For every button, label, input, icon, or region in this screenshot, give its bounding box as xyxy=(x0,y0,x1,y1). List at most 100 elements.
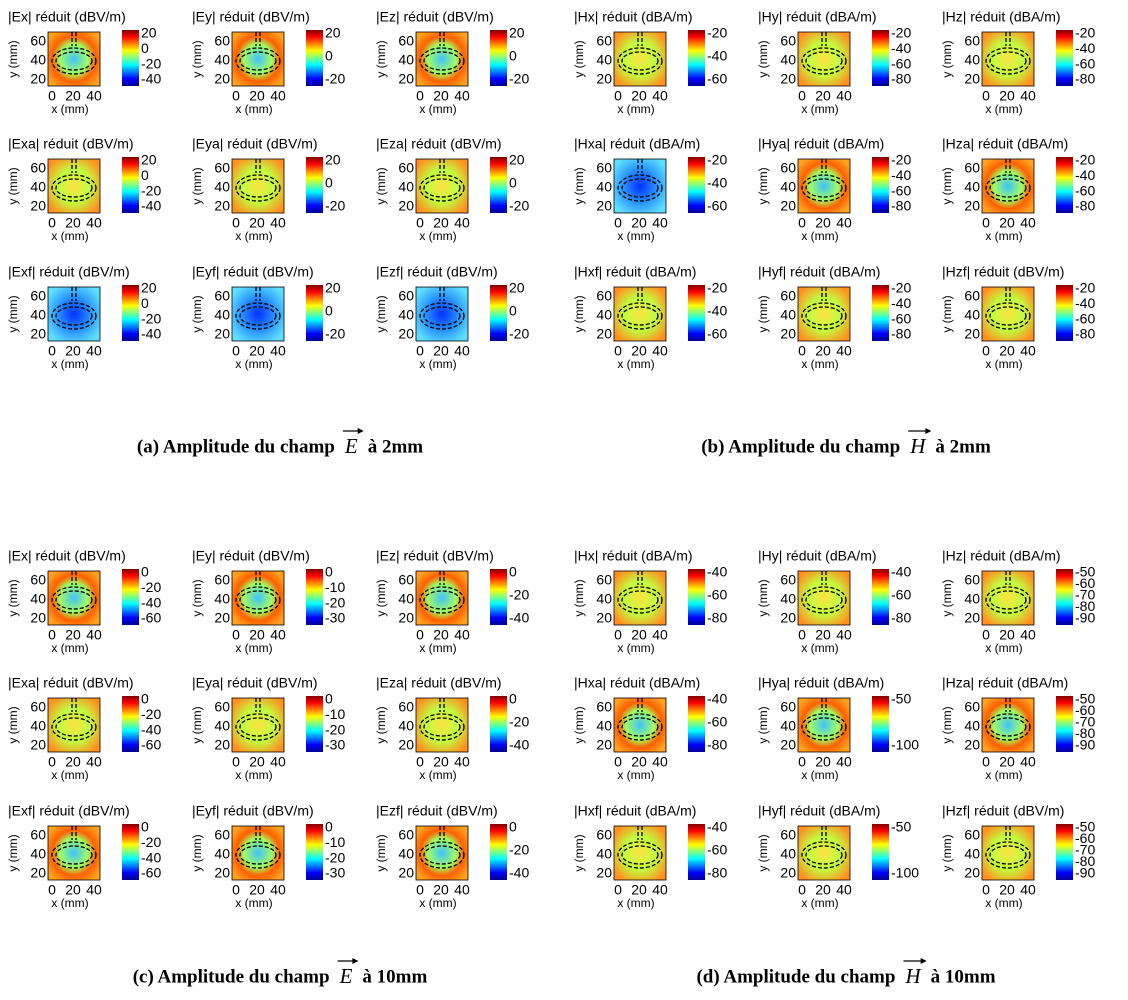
y-tick-label: 40 xyxy=(964,718,980,734)
x-tick-label: 40 xyxy=(454,88,470,104)
colorbar-tick-label: -20 xyxy=(1075,152,1095,168)
x-tick-label: 20 xyxy=(815,754,831,770)
x-tick-label: 0 xyxy=(982,627,990,643)
antenna-outline xyxy=(805,178,843,198)
colorbar xyxy=(688,569,705,625)
colorbar-tick-label: -80 xyxy=(1075,725,1095,741)
colorbar-tick-label: -20 xyxy=(509,326,529,342)
colorbar-tick-label: 0 xyxy=(509,303,517,319)
panel-title: |Hzf| réduit (dBV/m) xyxy=(942,803,1064,819)
antenna-outline xyxy=(621,178,659,198)
x-axis-label: x (mm) xyxy=(235,102,272,116)
x-tick-label: 20 xyxy=(631,882,647,898)
x-tick-label: 20 xyxy=(999,88,1015,104)
colorbar-tick-label: -70 xyxy=(1075,587,1095,603)
plot-frame xyxy=(981,825,1035,881)
y-axis-label: y (mm) xyxy=(6,579,20,616)
colorbar xyxy=(872,569,889,625)
plot-frame xyxy=(613,158,667,214)
plot-frame xyxy=(231,158,285,214)
y-axis-label: y (mm) xyxy=(374,834,388,871)
y-tick-label: 20 xyxy=(780,610,796,626)
colorbar-tick-label: -80 xyxy=(891,198,911,214)
x-tick-label: 20 xyxy=(65,88,81,104)
x-tick-label: 40 xyxy=(1020,882,1036,898)
antenna-outline xyxy=(235,174,281,202)
y-axis-label: y (mm) xyxy=(374,579,388,616)
plot-frame xyxy=(613,570,667,626)
x-tick-label: 20 xyxy=(815,88,831,104)
colorbar xyxy=(122,696,139,752)
plot-frame xyxy=(415,570,469,626)
y-tick-label: 20 xyxy=(30,865,46,881)
y-tick-label: 20 xyxy=(596,610,612,626)
colorbar xyxy=(688,285,705,341)
y-axis-label: y (mm) xyxy=(756,295,770,332)
x-tick-label: 0 xyxy=(232,215,240,231)
x-tick-label: 0 xyxy=(614,88,622,104)
caption-vector: H xyxy=(904,964,922,988)
panel-title: |Eya| réduit (dBV/m) xyxy=(192,136,318,152)
y-axis-label: y (mm) xyxy=(940,295,954,332)
x-tick-label: 20 xyxy=(65,882,81,898)
colorbar-tick-label: -80 xyxy=(707,865,727,881)
antenna-outline xyxy=(55,590,93,610)
colorbar xyxy=(872,696,889,752)
x-tick-label: 40 xyxy=(270,754,286,770)
x-axis-label: x (mm) xyxy=(801,357,838,371)
x-axis-label: x (mm) xyxy=(419,641,456,655)
y-tick-label: 20 xyxy=(214,198,230,214)
colorbar-tick-label: -60 xyxy=(1075,310,1095,326)
y-tick-label: 60 xyxy=(30,160,46,176)
x-tick-label: 40 xyxy=(1020,215,1036,231)
vector-arrowhead xyxy=(357,428,364,434)
antenna-outline xyxy=(989,717,1027,737)
colorbar-tick-label: -80 xyxy=(1075,71,1095,87)
colorbar-tick-label: -10 xyxy=(325,579,345,595)
colorbar-tick-label: -40 xyxy=(141,326,161,342)
y-tick-label: 60 xyxy=(964,827,980,843)
y-tick-label: 20 xyxy=(596,71,612,87)
caption: (b) Amplitude du champ xyxy=(701,436,900,457)
antenna-outline xyxy=(419,302,465,330)
x-tick-label: 0 xyxy=(798,215,806,231)
y-axis-label: y (mm) xyxy=(6,295,20,332)
y-tick-label: 20 xyxy=(780,198,796,214)
y-tick-label: 40 xyxy=(214,179,230,195)
x-axis-label: x (mm) xyxy=(51,641,88,655)
x-tick-label: 0 xyxy=(48,215,56,231)
colorbar-tick-label: -40 xyxy=(891,40,911,56)
antenna-outline xyxy=(239,717,277,737)
colorbar-tick-label: -40 xyxy=(707,691,727,707)
antenna-outline xyxy=(239,845,277,865)
colorbar-tick-label: 20 xyxy=(141,25,157,41)
x-tick-label: 0 xyxy=(232,627,240,643)
plot-frame xyxy=(47,286,101,342)
x-axis-label: x (mm) xyxy=(617,768,654,782)
panel-title: |Ez| réduit (dBV/m) xyxy=(376,548,494,564)
colorbar-tick-label: -20 xyxy=(707,152,727,168)
antenna-outline xyxy=(621,51,659,71)
y-axis-label: y (mm) xyxy=(572,167,586,204)
antenna-outline xyxy=(985,713,1031,741)
x-tick-label: 20 xyxy=(815,882,831,898)
x-tick-label: 20 xyxy=(631,215,647,231)
x-tick-label: 40 xyxy=(454,754,470,770)
x-tick-label: 0 xyxy=(232,754,240,770)
x-axis-label: x (mm) xyxy=(235,641,272,655)
y-tick-label: 60 xyxy=(964,288,980,304)
x-tick-label: 20 xyxy=(65,215,81,231)
x-tick-label: 20 xyxy=(999,215,1015,231)
plot-frame xyxy=(981,697,1035,753)
x-tick-label: 20 xyxy=(249,627,265,643)
plot-frame xyxy=(47,570,101,626)
antenna-outline xyxy=(235,841,281,869)
colorbar-tick-label: -40 xyxy=(707,303,727,319)
x-tick-label: 0 xyxy=(232,343,240,359)
panel-title: |Hyf| réduit (dBA/m) xyxy=(758,803,880,819)
x-tick-label: 20 xyxy=(631,88,647,104)
y-tick-label: 60 xyxy=(398,699,414,715)
colorbar xyxy=(872,30,889,86)
y-tick-label: 20 xyxy=(214,71,230,87)
y-axis-label: y (mm) xyxy=(374,295,388,332)
